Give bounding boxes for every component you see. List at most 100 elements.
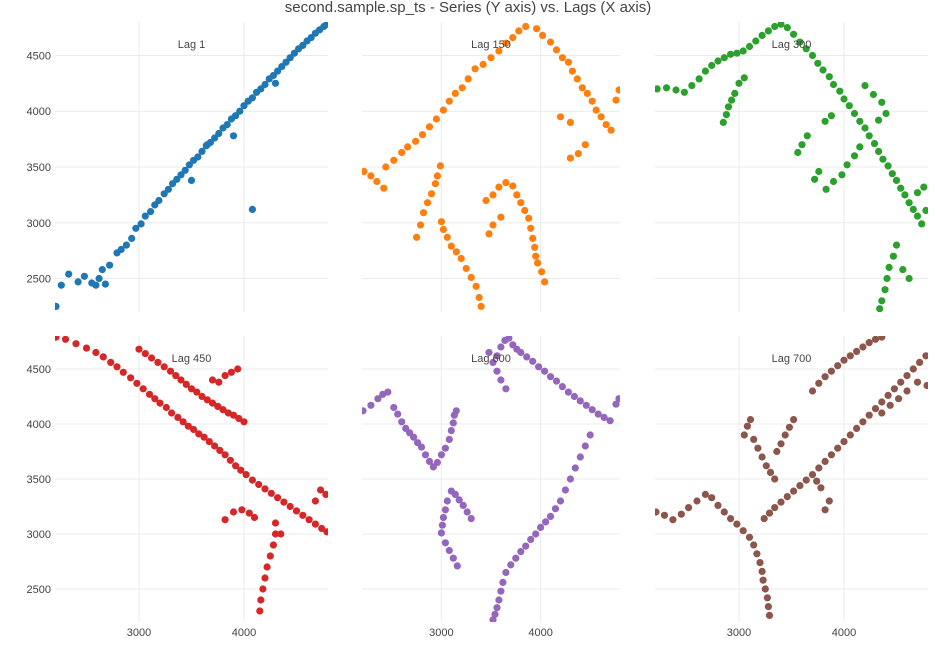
scatter-point <box>905 274 913 283</box>
scatter-point <box>592 106 600 114</box>
scatter-point <box>884 391 892 399</box>
scatter-point <box>669 516 677 524</box>
scatter-point <box>274 494 282 502</box>
scatter-point <box>398 418 406 426</box>
scatter-point <box>728 96 736 104</box>
scatter-point <box>846 431 854 439</box>
scatter-point <box>920 183 928 191</box>
scatter-point <box>836 87 844 95</box>
scatter-point <box>390 156 398 164</box>
scatter-point <box>141 350 149 358</box>
panel-label: Lag 700 <box>772 353 812 365</box>
scatter-point <box>923 381 928 390</box>
scatter-point <box>274 67 282 75</box>
scatter-point <box>546 373 555 381</box>
x-tick-label: 4000 <box>528 627 552 639</box>
scatter-point <box>445 435 453 443</box>
scatter-point <box>527 224 535 232</box>
scatter-point <box>561 486 570 494</box>
scatter-point <box>752 37 760 45</box>
panel-label: Lag 1 <box>178 39 206 51</box>
scatter-point <box>257 596 265 604</box>
scatter-point <box>135 345 143 353</box>
scatter-point <box>187 385 196 393</box>
scatter-point <box>174 413 182 421</box>
scatter-point <box>808 387 817 395</box>
panel-points-5 <box>362 336 620 622</box>
scatter-point <box>876 305 884 312</box>
scatter-point <box>746 416 755 424</box>
scatter-point <box>522 542 530 550</box>
scatter-point <box>362 407 367 415</box>
scatter-point <box>606 417 614 425</box>
scatter-point <box>777 498 785 506</box>
scatter-point <box>98 266 106 274</box>
scatter-point <box>128 234 136 242</box>
scatter-point <box>74 278 82 286</box>
scatter-point <box>184 422 192 430</box>
scatter-point <box>236 107 244 115</box>
scatter-point <box>437 529 445 537</box>
scatter-point <box>871 405 880 413</box>
scatter-point <box>815 464 823 472</box>
scatter-point <box>745 42 754 51</box>
scatter-point <box>743 422 752 430</box>
scatter-point <box>482 196 490 205</box>
scatter-point <box>871 336 880 343</box>
scatter-point <box>576 453 584 461</box>
scatter-point <box>883 274 891 283</box>
scatter-point <box>796 38 804 46</box>
scatter-point <box>521 206 529 215</box>
scatter-points <box>55 22 928 622</box>
scatter-point <box>418 131 427 139</box>
scatter-point <box>827 112 836 120</box>
scatter-point <box>701 490 710 498</box>
scatter-point <box>317 486 325 494</box>
scatter-point <box>451 89 459 97</box>
scatter-point <box>542 518 550 526</box>
scatter-point <box>850 109 859 118</box>
scatter-point <box>311 520 319 528</box>
scatter-point <box>846 352 854 360</box>
scatter-point <box>708 61 716 70</box>
y-tick-label: 3000 <box>27 529 51 541</box>
scatter-point <box>267 489 275 497</box>
scatter-point <box>750 541 758 549</box>
scatter-point <box>825 73 833 81</box>
scatter-point <box>878 297 886 305</box>
scatter-point <box>439 513 447 522</box>
scatter-point <box>612 96 620 104</box>
scatter-point <box>472 282 480 290</box>
scatter-point <box>753 550 761 558</box>
panel-points-2 <box>362 22 620 310</box>
scatter-point <box>92 348 100 357</box>
scatter-point <box>909 365 917 373</box>
scatter-point <box>162 403 170 412</box>
scatter-point <box>495 596 503 604</box>
scatter-point <box>740 74 748 82</box>
scatter-point <box>475 293 483 302</box>
scatter-point <box>790 30 798 38</box>
scatter-point <box>449 554 457 562</box>
scatter-point <box>214 402 222 410</box>
scatter-point <box>497 343 505 351</box>
scatter-point <box>878 98 886 106</box>
scatter-point <box>813 477 821 485</box>
scatter-point <box>147 208 155 216</box>
scatter-point <box>92 281 100 289</box>
scatter-point <box>556 113 565 121</box>
scatter-point <box>261 80 269 89</box>
scatter-point <box>571 464 579 472</box>
panel-points-6 <box>655 336 928 620</box>
y-tick-label: 2500 <box>27 584 51 596</box>
scatter-point <box>416 221 425 229</box>
scatter-point <box>588 406 596 414</box>
scatter-point <box>714 57 722 65</box>
y-tick-label: 3000 <box>27 218 51 230</box>
scatter-point <box>581 141 589 149</box>
scatter-point <box>373 177 381 186</box>
scatter-point <box>765 611 774 620</box>
scatter-point <box>783 24 791 32</box>
scatter-point <box>441 506 449 514</box>
scatter-point <box>537 523 545 532</box>
